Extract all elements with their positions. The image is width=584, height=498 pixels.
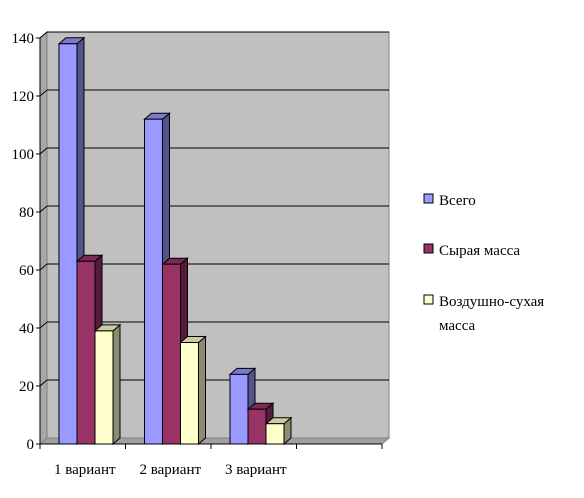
legend-swatch — [423, 294, 434, 305]
gridline-side — [39, 89, 48, 97]
gridline-side — [39, 147, 48, 155]
x-category-label: 3 вариант — [225, 462, 287, 478]
legend-label: Воздушно-сухая — [439, 294, 544, 310]
gridline-side — [39, 31, 48, 39]
legend-item: Воздушно-сухая масса — [423, 294, 544, 334]
legend-swatch — [423, 193, 434, 204]
legend-item: Всего — [423, 193, 476, 209]
y-tick-label: 140 — [12, 31, 35, 47]
y-tick-label: 60 — [19, 263, 34, 279]
bar-front — [265, 423, 285, 445]
bar-side — [112, 323, 121, 446]
bar-front — [76, 260, 96, 445]
gridline-side — [39, 379, 48, 387]
gridline-side — [39, 321, 48, 329]
y-tick-label: 40 — [19, 321, 34, 337]
y-tick-label: 120 — [12, 89, 35, 105]
bar-front — [247, 408, 267, 445]
y-tick-label: 80 — [19, 205, 34, 221]
bar-side — [198, 335, 206, 446]
y-tick-label: 100 — [12, 147, 35, 163]
bar — [264, 416, 293, 446]
x-axis: 1 вариант 2 вариант 3 вариант — [39, 443, 383, 478]
plot-side-wall — [39, 30, 48, 446]
legend-label: Всего — [439, 193, 476, 209]
bar — [93, 323, 122, 446]
legend-swatch — [423, 243, 434, 254]
y-axis: 0 20 40 60 80 100 120 140 — [12, 31, 41, 453]
gridline-side — [39, 205, 48, 213]
x-category-label: 2 вариант — [139, 462, 201, 478]
bar-front — [162, 263, 181, 445]
bar-front — [229, 373, 249, 445]
y-tick-label: 0 — [27, 437, 35, 453]
bar-front — [180, 342, 199, 445]
legend-label: Сырая масса — [439, 243, 520, 259]
legend-label: масса — [439, 318, 476, 334]
x-category-label: 1 вариант — [54, 462, 116, 478]
bar-front — [94, 330, 114, 445]
y-tick-label: 20 — [19, 379, 34, 395]
legend: Всего Сырая масса Воздушно-сухая масса — [423, 193, 544, 334]
bar-front — [144, 118, 163, 445]
bar — [179, 335, 207, 446]
legend-item: Сырая масса — [423, 243, 520, 259]
gridline-side — [39, 263, 48, 271]
bars — [57, 36, 293, 446]
bar-front — [58, 43, 78, 445]
